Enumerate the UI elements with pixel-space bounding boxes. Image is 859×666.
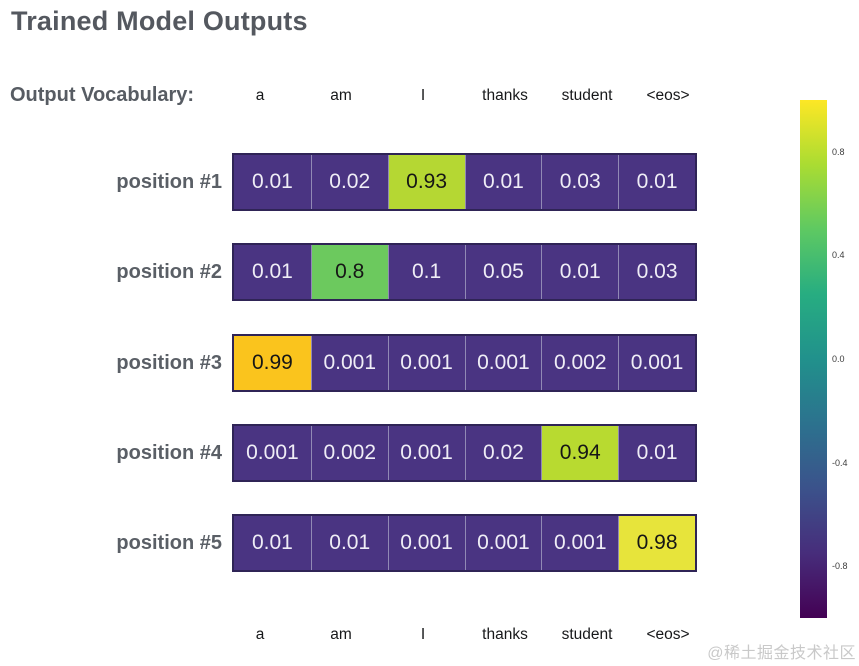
colorbar-tick-label: 0.8 [832, 146, 845, 157]
column-label-bottom: a [255, 626, 265, 643]
page-title: Trained Model Outputs [11, 6, 308, 36]
heatmap-cell: 0.99 [234, 336, 311, 390]
heatmap-cell: 0.01 [234, 516, 311, 570]
row-label: position #1 [116, 171, 222, 193]
heatmap-cell: 0.03 [618, 245, 695, 299]
heatmap-cell: 0.01 [234, 155, 311, 209]
row-label: position #2 [116, 261, 222, 283]
heatmap-cell: 0.1 [387, 245, 465, 299]
heatmap-cell: 0.03 [541, 155, 619, 209]
row-label: position #5 [116, 532, 222, 554]
colorbar-tick-label: -0.8 [832, 561, 848, 572]
heatmap-cell: 0.002 [310, 426, 388, 480]
heatmap-cell: 0.01 [618, 426, 695, 480]
heatmap-row: position #3 0.99 0.001 0.001 0.001 0.002 0.001 [0, 334, 697, 392]
heatmap-row: position #2 0.01 0.8 0.1 0.05 0.01 0.03 [0, 243, 697, 301]
heatmap-cell: 0.001 [387, 426, 465, 480]
heatmap-cell: 0.01 [618, 155, 695, 209]
heatmap-cell: 0.02 [310, 155, 388, 209]
column-label-bottom: am [330, 626, 352, 643]
heatmap-cell: 0.001 [464, 336, 542, 390]
watermark: @稀土掘金技术社区 [707, 645, 856, 662]
heatmap-cell: 0.8 [310, 245, 388, 299]
heatmap-row: position #5 0.01 0.01 0.001 0.001 0.001 0.98 [0, 514, 697, 572]
heatmap-cell: 0.001 [310, 336, 388, 390]
column-label-top: <eos> [646, 87, 690, 104]
column-label-top: a [255, 87, 265, 104]
column-label-top: student [561, 87, 613, 104]
heatmap-cell: 0.94 [541, 426, 619, 480]
row-cells: 0.001 0.002 0.001 0.02 0.94 0.01 [232, 424, 697, 482]
colorbar-gradient [800, 100, 827, 618]
heatmap-row: position #1 0.01 0.02 0.93 0.01 0.03 0.01 [0, 153, 697, 211]
row-label: position #3 [116, 352, 222, 374]
heatmap-cell: 0.02 [464, 426, 542, 480]
heatmap-cell: 0.01 [464, 155, 542, 209]
column-label-top: I [420, 87, 426, 104]
row-cells: 0.99 0.001 0.001 0.001 0.002 0.001 [232, 334, 697, 392]
row-cells: 0.01 0.8 0.1 0.05 0.01 0.03 [232, 243, 697, 301]
heatmap-cell: 0.05 [464, 245, 542, 299]
heatmap-cell: 0.001 [234, 426, 311, 480]
heatmap-cell: 0.001 [387, 516, 465, 570]
heatmap-cell: 0.01 [234, 245, 311, 299]
heatmap-cell: 0.01 [541, 245, 619, 299]
column-label-bottom: student [561, 626, 613, 643]
column-label-top: am [330, 87, 352, 104]
column-label-bottom: <eos> [646, 626, 690, 643]
column-label-bottom: thanks [482, 626, 528, 643]
heatmap-cell: 0.01 [310, 516, 388, 570]
colorbar-tick-label: 0.0 [832, 354, 845, 364]
column-label-bottom: I [420, 626, 426, 643]
heatmap-cell: 0.98 [618, 516, 695, 570]
row-cells: 0.01 0.01 0.001 0.001 0.001 0.98 [232, 514, 697, 572]
row-label: position #4 [116, 442, 222, 464]
heatmap-cell: 0.93 [387, 155, 465, 209]
output-vocabulary-label: Output Vocabulary: [10, 84, 195, 106]
heatmap-cell: 0.001 [387, 336, 465, 390]
column-label-top: thanks [482, 87, 528, 104]
heatmap-cell: 0.002 [541, 336, 619, 390]
row-cells: 0.01 0.02 0.93 0.01 0.03 0.01 [232, 153, 697, 211]
heatmap-cell: 0.001 [618, 336, 695, 390]
colorbar-tick-label: 0.4 [832, 250, 845, 261]
colorbar-tick-label: -0.4 [832, 457, 848, 468]
heatmap-row: position #4 0.001 0.002 0.001 0.02 0.94 0.01 [0, 424, 697, 482]
heatmap-cell: 0.001 [541, 516, 619, 570]
heatmap-cell: 0.001 [464, 516, 542, 570]
